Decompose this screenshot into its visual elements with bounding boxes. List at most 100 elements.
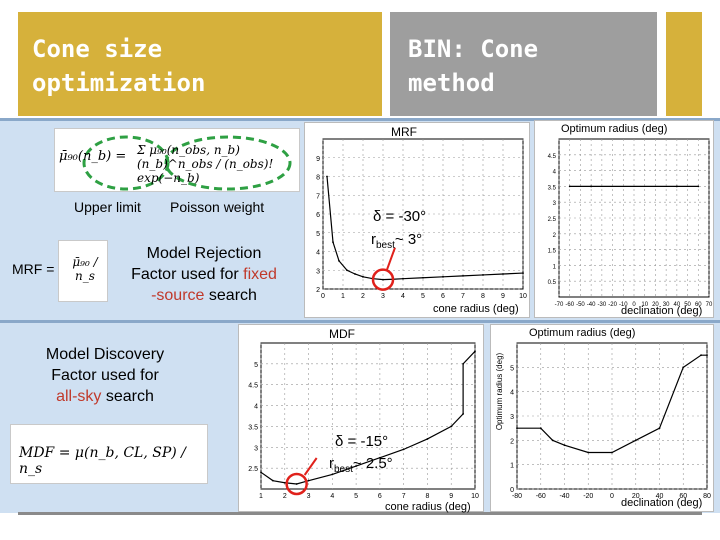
mdf-optimum-svg: -80 -60 -40 -20 0 20 40 60 80 0 1 2 3 4 5 — [510, 342, 711, 500]
data-point — [331, 473, 334, 476]
y-tick-label: 3 — [510, 414, 514, 421]
y-tick-label: 5 — [254, 362, 258, 369]
y-tick-label: 4 — [316, 250, 320, 257]
x-tick-label: -40 — [587, 302, 596, 308]
x-tick-label: 9 — [449, 493, 453, 500]
mrf-fraction: μ̄₉₀ / n_s — [72, 255, 98, 283]
y-tick-label: 4 — [254, 404, 258, 411]
data-point — [378, 456, 381, 459]
mdf-desc-line1: Model Discovery — [45, 346, 165, 363]
mrf-desc-source: -source — [151, 287, 205, 304]
x-tick-label: 10 — [471, 493, 479, 500]
x-tick-label: -40 — [559, 493, 569, 500]
mrf-plot-title: MRF — [391, 125, 417, 139]
x-tick-label: 20 — [652, 302, 659, 308]
optimum-marker-circle — [371, 268, 395, 291]
data-point — [697, 185, 700, 188]
mrf-optimum-panel: -70 -60 -50 -40 -30 -20 -10 0 10 20 30 40 50 60 70 0.5 1… — [534, 120, 714, 318]
x-tick-label: 0 — [610, 493, 614, 500]
data-line — [326, 176, 524, 281]
mdf-delta-annotation: δ = -15° — [335, 433, 389, 450]
y-tick-label: 4.5 — [248, 383, 258, 390]
mdf-optimum-xlabel: declination (deg) — [621, 497, 703, 509]
data-point — [462, 413, 465, 415]
mrf-desc-fixed: fixed — [243, 266, 277, 283]
y-tick-label: 7 — [316, 193, 320, 200]
y-tick-label: 3 — [316, 268, 320, 275]
data-point — [522, 272, 524, 274]
x-tick-label: 10 — [641, 302, 648, 308]
slide-title-line2: optimization — [32, 69, 206, 98]
poisson-weight-ellipse — [164, 135, 292, 191]
data-point — [563, 444, 566, 447]
data-point — [260, 471, 262, 474]
mdf-plot-title: MDF — [329, 327, 355, 341]
data-point — [474, 350, 476, 353]
x-tick-label: 2 — [361, 293, 365, 300]
y-tick-label: 9 — [316, 156, 320, 163]
y-tick-label: 2 — [553, 233, 557, 239]
data-point — [326, 175, 328, 178]
x-tick-label: -60 — [536, 493, 546, 500]
y-tick-label: 6 — [316, 212, 320, 219]
data-point — [362, 275, 364, 278]
mrf-rbest-annotation: rbest~ 3° — [371, 231, 423, 251]
title-tab-decoration — [666, 12, 702, 116]
mrf-formula-box: μ̄₉₀(n_b) = Σ μ₉₀(n_obs, n_b) (n_b)^n_ob… — [54, 128, 300, 192]
x-tick-label: 60 — [695, 302, 702, 308]
y-tick-label: 2.5 — [548, 217, 557, 223]
data-point — [338, 259, 340, 262]
data-point — [332, 241, 334, 244]
x-tick-label: 20 — [632, 493, 640, 500]
y-tick-label: 0.5 — [548, 280, 557, 286]
data-point — [346, 269, 348, 272]
slide-title-line1: Cone size — [32, 35, 163, 63]
bottom-divider — [18, 512, 702, 515]
x-tick-label: 60 — [679, 493, 687, 500]
data-point — [271, 479, 274, 482]
data-point — [283, 481, 286, 484]
mrf-plot-panel: 0 1 2 3 4 5 6 7 8 9 10 2 3 4 5 6 7 8 9 MRF cone radius (de… — [304, 122, 530, 318]
data-point — [539, 427, 542, 430]
x-tick-label: 4 — [330, 493, 334, 500]
mrf-desc-line1: Model Rejection — [146, 245, 262, 262]
x-tick-label: 3 — [381, 293, 385, 300]
section-divider — [0, 320, 720, 323]
mrf-desc-search: search — [208, 287, 257, 304]
title-block-left: Cone size optimization — [18, 12, 382, 116]
y-tick-label: 1 — [510, 463, 514, 470]
x-tick-label: -10 — [619, 302, 628, 308]
mrf-desc-line2: Factor used for — [131, 266, 239, 283]
x-tick-label: 4 — [401, 293, 405, 300]
x-tick-label: 6 — [378, 493, 382, 500]
mrf-optimum-xlabel: declination (deg) — [621, 305, 703, 317]
data-point — [516, 427, 518, 430]
data-point — [450, 425, 453, 428]
mdf-plot-panel: 1 2 3 4 5 6 7 8 9 10 2.5 3 3.5 4 4.5 5 MDF cone radius … — [238, 324, 484, 513]
upper-limit-label: Upper limit — [74, 199, 141, 215]
data-point — [682, 366, 685, 369]
y-tick-label: 1.5 — [548, 249, 557, 255]
y-tick-label: 0 — [510, 487, 514, 494]
x-tick-label: 5 — [421, 293, 425, 300]
mdf-desc-line2: Factor used for — [51, 367, 159, 384]
data-point — [462, 274, 464, 277]
x-tick-label: -20 — [608, 302, 617, 308]
data-point — [706, 354, 708, 357]
optimum-marker-circle — [285, 472, 308, 496]
y-tick-label: 2.5 — [248, 466, 258, 473]
x-tick-label: 5 — [354, 493, 358, 500]
x-tick-label: 8 — [425, 493, 429, 500]
y-tick-label: 3.5 — [548, 185, 557, 191]
ellipse-markers — [82, 135, 292, 191]
x-tick-label: 30 — [663, 302, 670, 308]
mdf-plot-svg: 1 2 3 4 5 6 7 8 9 10 2.5 3 3.5 4 4.5 5 — [248, 342, 479, 500]
data-point — [658, 427, 661, 430]
x-tick-label: -70 — [555, 302, 564, 308]
data-point — [295, 483, 298, 485]
x-tick-label: 40 — [674, 302, 681, 308]
data-point — [382, 278, 384, 281]
data-point — [426, 438, 429, 440]
mrf-optimum-svg: -70 -60 -50 -40 -30 -20 -10 0 10 20 30 40 50 60 70 0.5 1… — [548, 138, 713, 308]
data-point — [700, 354, 702, 357]
